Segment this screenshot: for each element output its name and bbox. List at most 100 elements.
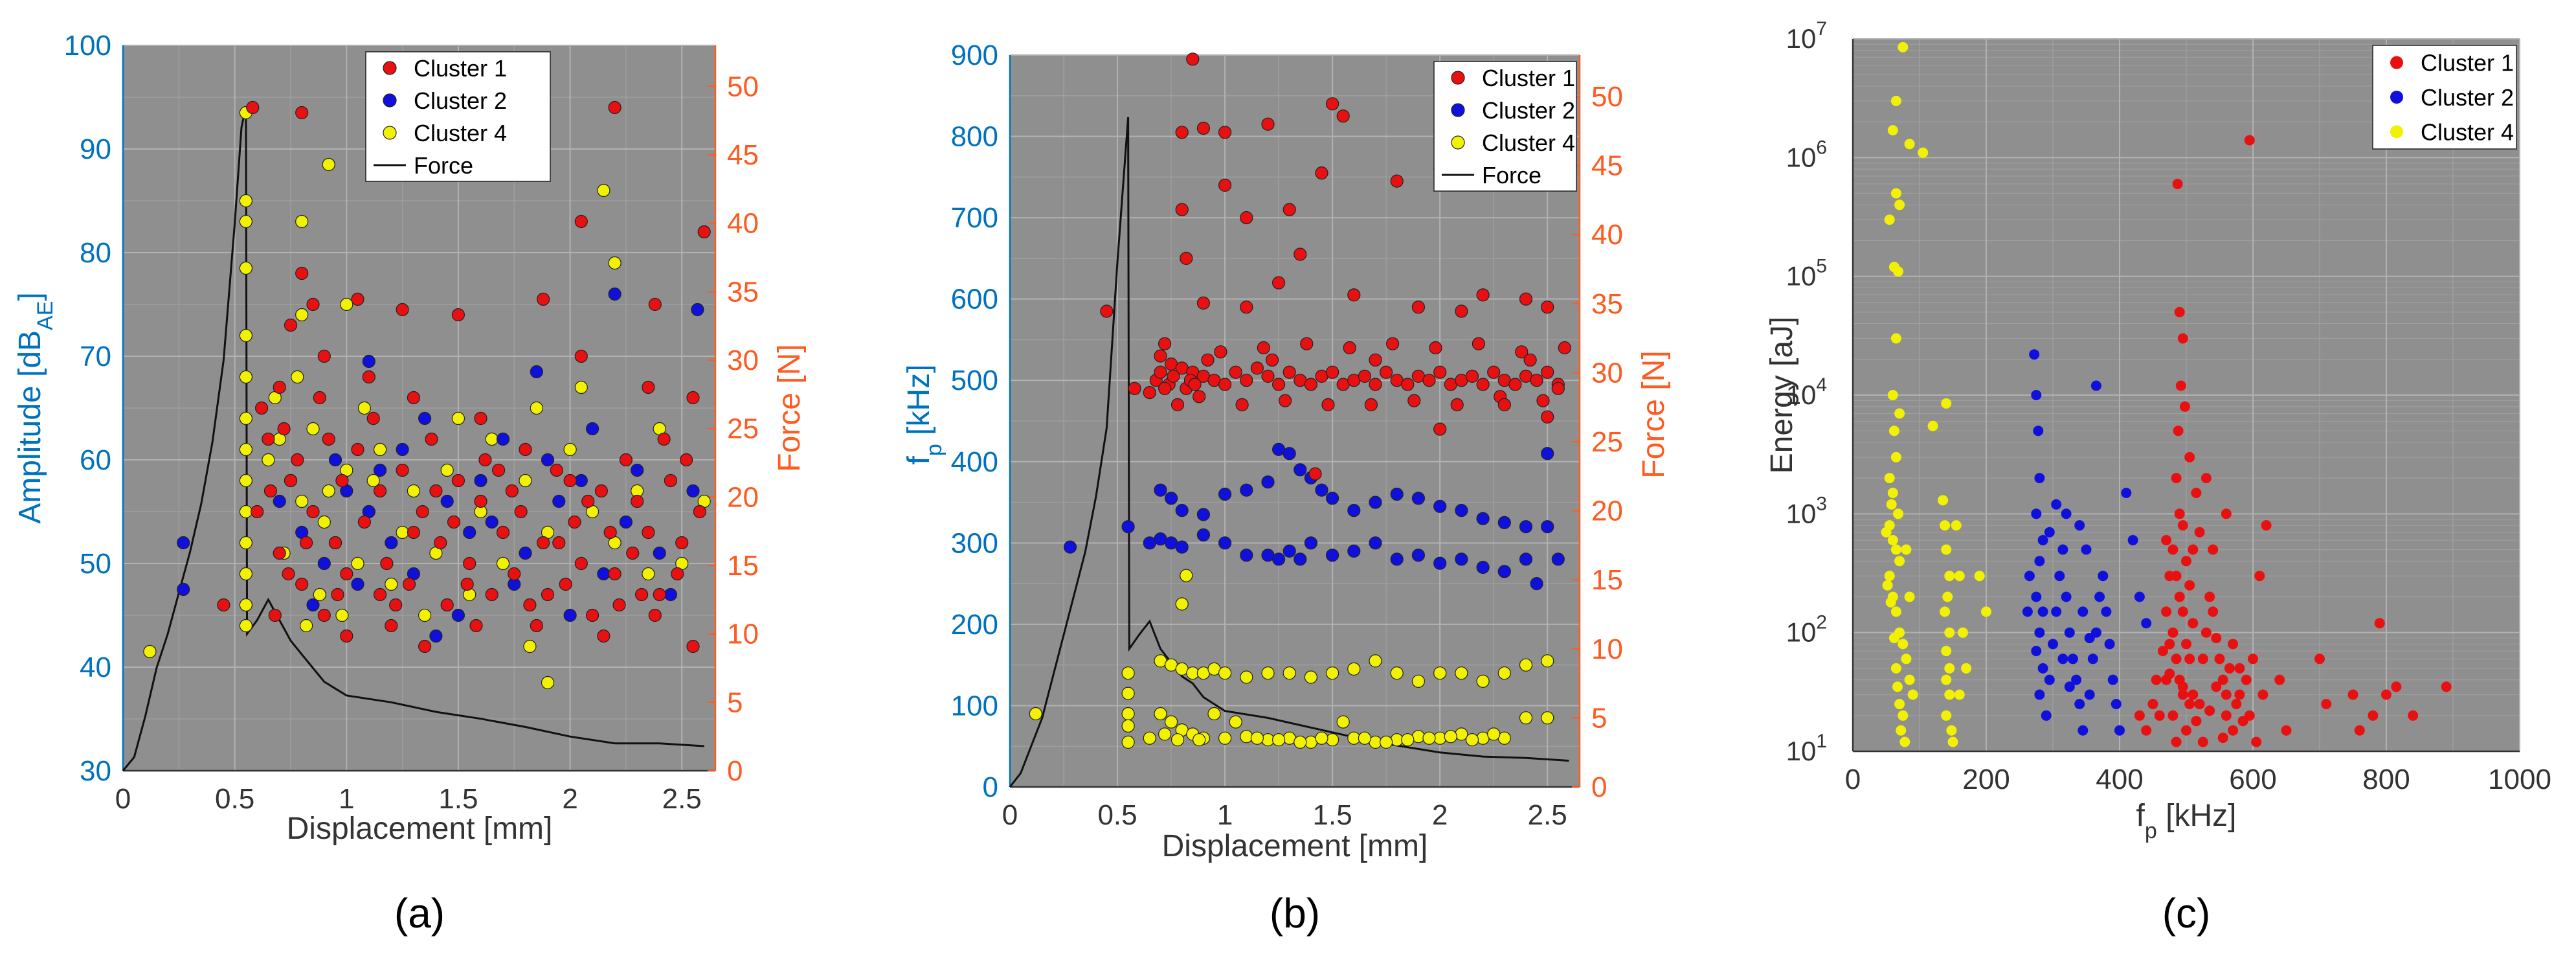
point-cluster-1 — [1386, 337, 1400, 350]
point-cluster-2 — [1326, 549, 1339, 562]
point-cluster-4 — [239, 473, 252, 488]
point-cluster-1 — [2228, 725, 2239, 736]
point-cluster-4 — [1294, 735, 1307, 749]
x-tick-label: 800 — [2362, 764, 2410, 795]
point-cluster-1 — [612, 598, 626, 612]
legend-a: Cluster 1 Cluster 2 Cluster 4 Force — [365, 51, 551, 182]
point-cluster-1 — [1214, 345, 1227, 359]
point-cluster-1 — [574, 214, 588, 229]
point-cluster-1 — [2184, 699, 2195, 709]
x-tick-label: 600 — [2229, 764, 2276, 795]
point-cluster-1 — [1250, 361, 1264, 375]
point-cluster-4 — [1954, 571, 1965, 582]
point-cluster-4 — [317, 515, 331, 529]
point-cluster-1 — [1347, 288, 1361, 302]
x-tick-label: 2.5 — [1528, 799, 1567, 831]
point-cluster-4 — [1941, 544, 1952, 555]
point-cluster-1 — [1188, 378, 1202, 391]
point-cluster-1 — [217, 598, 230, 612]
point-cluster-2 — [1261, 475, 1275, 489]
y-tick-label: 104 — [1786, 374, 1827, 410]
point-cluster-4 — [1898, 639, 1909, 650]
point-cluster-1 — [631, 494, 644, 508]
point-cluster-1 — [2228, 639, 2239, 650]
point-cluster-1 — [2217, 674, 2228, 685]
point-cluster-1 — [2191, 488, 2202, 498]
point-cluster-1 — [2208, 606, 2219, 617]
x-tick-label: 1 — [339, 783, 354, 815]
point-cluster-4 — [1896, 725, 1907, 736]
point-cluster-1 — [335, 473, 349, 488]
point-cluster-4 — [1180, 569, 1193, 582]
point-cluster-1 — [440, 598, 454, 612]
point-cluster-4 — [1497, 666, 1511, 680]
point-cluster-4 — [1369, 654, 1382, 668]
point-cluster-2 — [396, 442, 409, 457]
point-cluster-4 — [1901, 544, 1912, 555]
point-cluster-2 — [1282, 447, 1296, 461]
point-cluster-1 — [536, 292, 550, 306]
point-cluster-4 — [239, 505, 252, 519]
x-tick-label: 0.5 — [1097, 799, 1137, 831]
point-cluster-1 — [2194, 699, 2205, 709]
point-cluster-2 — [1326, 492, 1339, 505]
point-cluster-1 — [2354, 725, 2365, 736]
legend-label-cluster-1: Cluster 1 — [2421, 50, 2514, 76]
point-cluster-4 — [1519, 658, 1533, 672]
point-cluster-4 — [440, 463, 454, 477]
point-cluster-2 — [2054, 571, 2065, 582]
point-cluster-2 — [2034, 627, 2045, 638]
x-tick-label: 2 — [1432, 799, 1448, 831]
y-right-tick-label: 5 — [1591, 702, 1607, 734]
point-cluster-4 — [335, 608, 349, 622]
point-cluster-1 — [460, 577, 474, 591]
point-cluster-4 — [1893, 508, 1903, 519]
point-cluster-2 — [686, 484, 700, 498]
point-cluster-4 — [1487, 727, 1501, 741]
point-cluster-4 — [1207, 707, 1221, 721]
y-tick-label: 101 — [1786, 731, 1827, 766]
point-cluster-1 — [2224, 663, 2235, 674]
point-cluster-1 — [2237, 716, 2248, 727]
point-cluster-2 — [2107, 674, 2118, 685]
point-cluster-2 — [1411, 492, 1425, 505]
point-cluster-1 — [693, 505, 706, 519]
point-cluster-4 — [1121, 687, 1135, 700]
point-cluster-2 — [1240, 549, 1253, 562]
point-cluster-2 — [691, 302, 704, 317]
point-cluster-1 — [1364, 398, 1378, 412]
point-cluster-2 — [1315, 483, 1328, 497]
point-cluster-1 — [1235, 398, 1249, 412]
point-cluster-1 — [2241, 674, 2252, 685]
point-cluster-1 — [568, 515, 581, 529]
point-cluster-4 — [407, 484, 421, 498]
y-tick-label: 105 — [1786, 256, 1827, 291]
point-cluster-1 — [2177, 681, 2188, 692]
point-cluster-4 — [1893, 266, 1903, 277]
point-cluster-1 — [485, 587, 498, 602]
grid-a — [122, 45, 717, 772]
point-cluster-2 — [1369, 536, 1382, 550]
y-right-tick-label: 35 — [1591, 288, 1623, 320]
point-cluster-2 — [2078, 606, 2089, 617]
point-cluster-2 — [1497, 565, 1511, 578]
point-cluster-4 — [1944, 571, 1955, 582]
point-cluster-1 — [2214, 654, 2225, 665]
point-cluster-4 — [1541, 654, 1554, 668]
point-cluster-2 — [2031, 508, 2042, 519]
x-ticks-c: 0 200 400 600 800 1000 — [1845, 764, 2551, 795]
x-tick-label: 0.5 — [215, 783, 254, 815]
point-cluster-4 — [1904, 674, 1915, 685]
point-cluster-1 — [1407, 394, 1421, 407]
y-tick-label: 700 — [951, 202, 998, 234]
point-cluster-1 — [306, 297, 320, 312]
point-cluster-1 — [357, 515, 372, 529]
point-cluster-1 — [1401, 378, 1415, 391]
point-cluster-4 — [1907, 689, 1918, 700]
point-cluster-1 — [246, 100, 260, 115]
point-cluster-1 — [255, 401, 269, 415]
point-cluster-1 — [451, 308, 465, 322]
point-cluster-1 — [1278, 394, 1292, 407]
point-cluster-2 — [2057, 544, 2068, 555]
point-cluster-2 — [631, 463, 644, 477]
